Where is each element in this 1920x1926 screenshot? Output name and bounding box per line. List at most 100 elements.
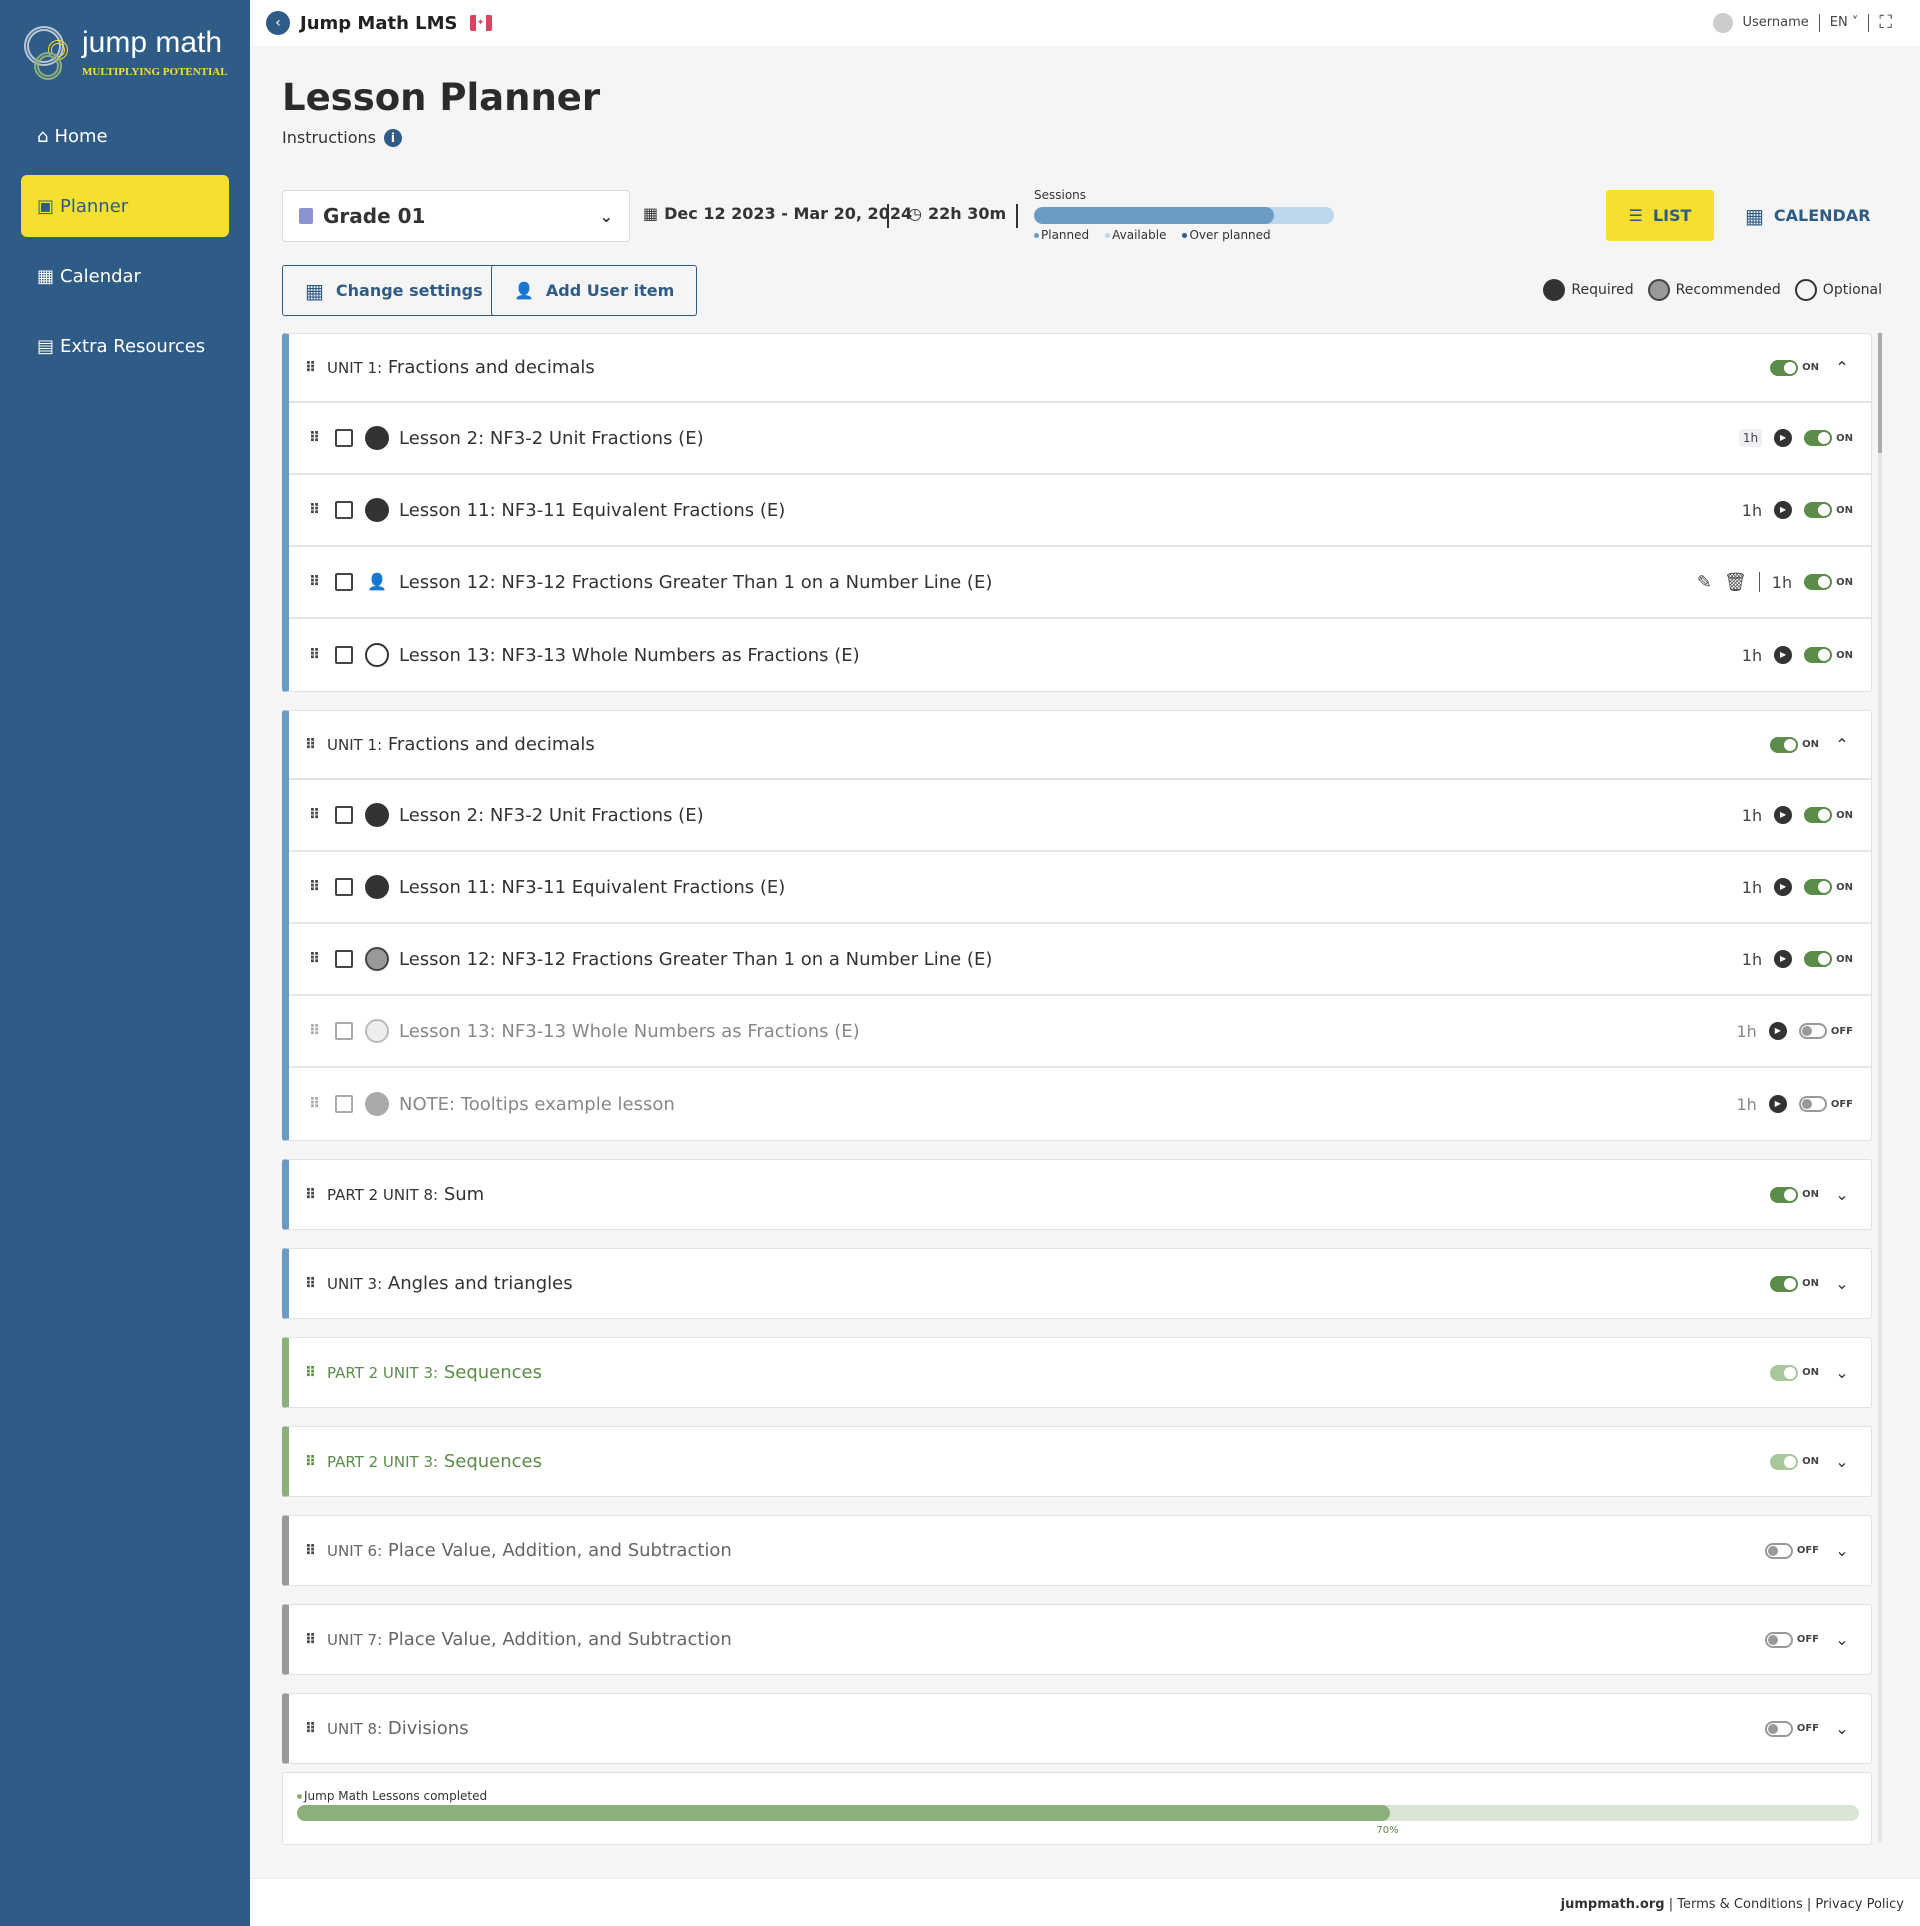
drag-handle-icon[interactable]: ⠿ <box>305 736 316 753</box>
unit-header[interactable]: ⠿ UNIT 3: Angles and triangles ON ⌄ <box>289 1249 1871 1318</box>
jump-math-logo[interactable]: jump math MULTIPLYING POTENTIAL <box>24 26 234 86</box>
unit-header[interactable]: ⠿ UNIT 8: Divisions OFF ⌄ <box>289 1694 1871 1763</box>
toggle-switch[interactable]: OFF <box>1764 1720 1819 1737</box>
toggle-track[interactable] <box>1798 1023 1827 1039</box>
toggle-track[interactable] <box>1798 1096 1827 1112</box>
toggle-switch[interactable]: OFF <box>1798 1023 1853 1039</box>
scrollbar[interactable] <box>1878 333 1882 1843</box>
toggle-switch[interactable]: ON <box>1804 502 1853 518</box>
toggle-switch[interactable]: ON <box>1804 879 1853 895</box>
drag-handle-icon[interactable]: ⠿ <box>305 1186 316 1203</box>
lesson-checkbox[interactable] <box>335 1095 353 1113</box>
toggle-switch[interactable]: ON <box>1770 1186 1819 1203</box>
chevron-up-icon[interactable]: ⌃ <box>1835 735 1849 754</box>
lesson-title[interactable]: Lesson 2: NF3-2 Unit Fractions (E) <box>399 427 704 449</box>
toggle-switch[interactable]: ON <box>1770 359 1819 376</box>
toggle-track[interactable] <box>1804 430 1833 446</box>
lesson-checkbox[interactable] <box>335 501 353 519</box>
scrollbar-thumb[interactable] <box>1878 333 1882 453</box>
play-icon[interactable]: ▶ <box>1774 806 1793 824</box>
toggle-switch[interactable]: ON <box>1770 736 1819 753</box>
toggle-switch[interactable]: OFF <box>1798 1096 1853 1112</box>
unit-header[interactable]: ⠿ UNIT 1: Fractions and decimals ON ⌃ <box>289 334 1871 403</box>
play-icon[interactable]: ▶ <box>1774 950 1793 968</box>
grade-select[interactable]: Grade 01 ⌄ <box>282 190 630 242</box>
lesson-checkbox[interactable] <box>335 573 353 591</box>
footer-link-jumpmath[interactable]: jumpmath.org <box>1560 1897 1665 1912</box>
toggle-switch[interactable]: ON <box>1804 807 1853 823</box>
lesson-title[interactable]: Lesson 11: NF3-11 Equivalent Fractions (… <box>399 876 786 898</box>
calendar-view-button[interactable]: ▦ CALENDAR <box>1745 190 1871 241</box>
chevron-up-icon[interactable]: ⌃ <box>1835 358 1849 377</box>
unit-header[interactable]: ⠿ UNIT 6: Place Value, Addition, and Sub… <box>289 1516 1871 1585</box>
play-icon[interactable]: ▶ <box>1768 1095 1787 1113</box>
change-settings-button[interactable]: ▦ Change settings <box>282 265 506 316</box>
lesson-checkbox[interactable] <box>335 429 353 447</box>
drag-handle-icon[interactable]: ⠿ <box>305 1275 316 1292</box>
toggle-track[interactable] <box>1764 1720 1793 1737</box>
chevron-down-icon[interactable]: ⌄ <box>1835 1541 1849 1560</box>
drag-handle-icon[interactable]: ⠿ <box>305 1364 316 1381</box>
drag-handle-icon[interactable]: ⠿ <box>309 430 320 446</box>
toggle-switch[interactable]: ON <box>1770 1275 1819 1292</box>
unit-header[interactable]: ⠿ UNIT 1: Fractions and decimals ON ⌃ <box>289 711 1871 780</box>
lesson-title[interactable]: Lesson 13: NF3-13 Whole Numbers as Fract… <box>399 1020 860 1042</box>
drag-handle-icon[interactable]: ⠿ <box>309 574 320 590</box>
toggle-track[interactable] <box>1804 807 1833 823</box>
unit-header[interactable]: ⠿ PART 2 UNIT 8: Sum ON ⌄ <box>289 1160 1871 1229</box>
footer-link-privacy[interactable]: Privacy Policy <box>1815 1897 1904 1912</box>
toggle-switch[interactable]: ON <box>1770 1364 1819 1381</box>
toggle-track[interactable] <box>1804 502 1833 518</box>
lesson-checkbox[interactable] <box>335 646 353 664</box>
toggle-switch[interactable]: ON <box>1804 430 1853 446</box>
drag-handle-icon[interactable]: ⠿ <box>309 807 320 823</box>
play-icon[interactable]: ▶ <box>1774 646 1793 664</box>
toggle-switch[interactable]: ON <box>1804 647 1853 663</box>
play-icon[interactable]: ▶ <box>1774 878 1793 896</box>
toggle-track[interactable] <box>1770 1275 1799 1292</box>
drag-handle-icon[interactable]: ⠿ <box>305 359 316 376</box>
toggle-track[interactable] <box>1770 1453 1799 1470</box>
instructions[interactable]: Instructions i <box>282 128 402 147</box>
drag-handle-icon[interactable]: ⠿ <box>305 1542 316 1559</box>
language-select[interactable]: EN ˅ <box>1830 15 1859 30</box>
play-icon[interactable]: ▶ <box>1774 501 1793 519</box>
chevron-down-icon[interactable]: ⌄ <box>1835 1452 1849 1471</box>
toggle-track[interactable] <box>1804 951 1833 967</box>
drag-handle-icon[interactable]: ⠿ <box>309 1023 320 1039</box>
footer-link-terms[interactable]: Terms & Conditions <box>1677 1897 1803 1912</box>
edit-icon[interactable]: ✎ <box>1696 571 1712 593</box>
toggle-track[interactable] <box>1770 1186 1799 1203</box>
avatar[interactable] <box>1712 12 1733 33</box>
drag-handle-icon[interactable]: ⠿ <box>305 1453 316 1470</box>
unit-header[interactable]: ⠿ UNIT 7: Place Value, Addition, and Sub… <box>289 1605 1871 1674</box>
drag-handle-icon[interactable]: ⠿ <box>309 1096 320 1112</box>
drag-handle-icon[interactable]: ⠿ <box>309 502 320 518</box>
toggle-track[interactable] <box>1770 1364 1799 1381</box>
play-icon[interactable]: ▶ <box>1774 429 1793 447</box>
drag-handle-icon[interactable]: ⠿ <box>309 879 320 895</box>
toggle-track[interactable] <box>1770 736 1799 753</box>
chevron-down-icon[interactable]: ⌄ <box>1835 1274 1849 1293</box>
lesson-checkbox[interactable] <box>335 806 353 824</box>
drag-handle-icon[interactable]: ⠿ <box>309 647 320 663</box>
add-user-item-button[interactable]: 👤 Add User item <box>491 265 698 316</box>
play-icon[interactable]: ▶ <box>1768 1022 1787 1040</box>
sidebar-item-calendar[interactable]: ▦ Calendar <box>21 245 229 307</box>
lesson-title[interactable]: Lesson 2: NF3-2 Unit Fractions (E) <box>399 804 704 826</box>
unit-header[interactable]: ⠿ PART 2 UNIT 3: Sequences ON ⌄ <box>289 1427 1871 1496</box>
toggle-switch[interactable]: ON <box>1804 574 1853 590</box>
toggle-switch[interactable]: ON <box>1804 951 1853 967</box>
lesson-checkbox[interactable] <box>335 878 353 896</box>
list-view-button[interactable]: ☰ LIST <box>1606 190 1714 241</box>
sidebar-item-home[interactable]: ⌂ Home <box>21 105 229 167</box>
toggle-switch[interactable]: OFF <box>1764 1542 1819 1559</box>
lesson-checkbox[interactable] <box>335 950 353 968</box>
lesson-checkbox[interactable] <box>335 1022 353 1040</box>
username[interactable]: Username <box>1742 15 1809 30</box>
toggle-switch[interactable]: ON <box>1770 1453 1819 1470</box>
sidebar-item-extra-resources[interactable]: ▤ Extra Resources <box>21 315 229 377</box>
lesson-title[interactable]: NOTE: Tooltips example lesson <box>399 1093 675 1115</box>
chevron-down-icon[interactable]: ⌄ <box>1835 1630 1849 1649</box>
toggle-switch[interactable]: OFF <box>1764 1631 1819 1648</box>
